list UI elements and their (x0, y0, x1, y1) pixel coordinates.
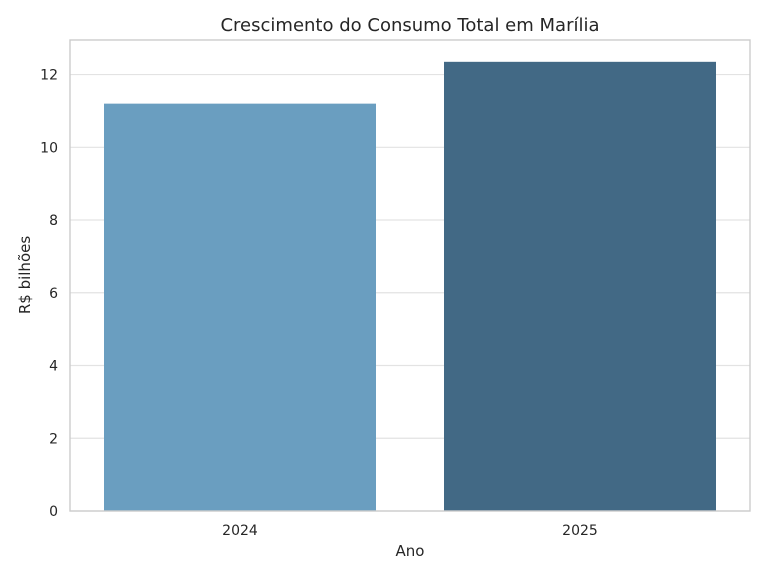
plot-frame (69, 39, 751, 512)
y-tick-label: 12 (40, 68, 58, 84)
x-axis-label: Ano (396, 542, 425, 560)
y-tick-label: 8 (49, 213, 58, 229)
y-tick-label: 6 (49, 286, 58, 302)
x-tick-label-2024: 2024 (222, 523, 258, 539)
y-tick-label: 10 (40, 140, 58, 156)
y-axis-label: R$ bilhões (16, 236, 34, 315)
bars (104, 61, 716, 512)
x-tick-labels: 2024 2025 (222, 523, 598, 539)
y-tick-label: 4 (49, 359, 58, 375)
y-tick-label: 0 (49, 504, 58, 520)
chart-title: Crescimento do Consumo Total em Marília (220, 15, 599, 36)
bar-2024 (104, 103, 376, 511)
y-tick-label: 2 (49, 431, 58, 447)
bar-2025 (444, 61, 716, 512)
y-tick-labels: 0 2 4 6 8 10 12 (40, 68, 58, 520)
x-tick-label-2025: 2025 (562, 523, 598, 539)
